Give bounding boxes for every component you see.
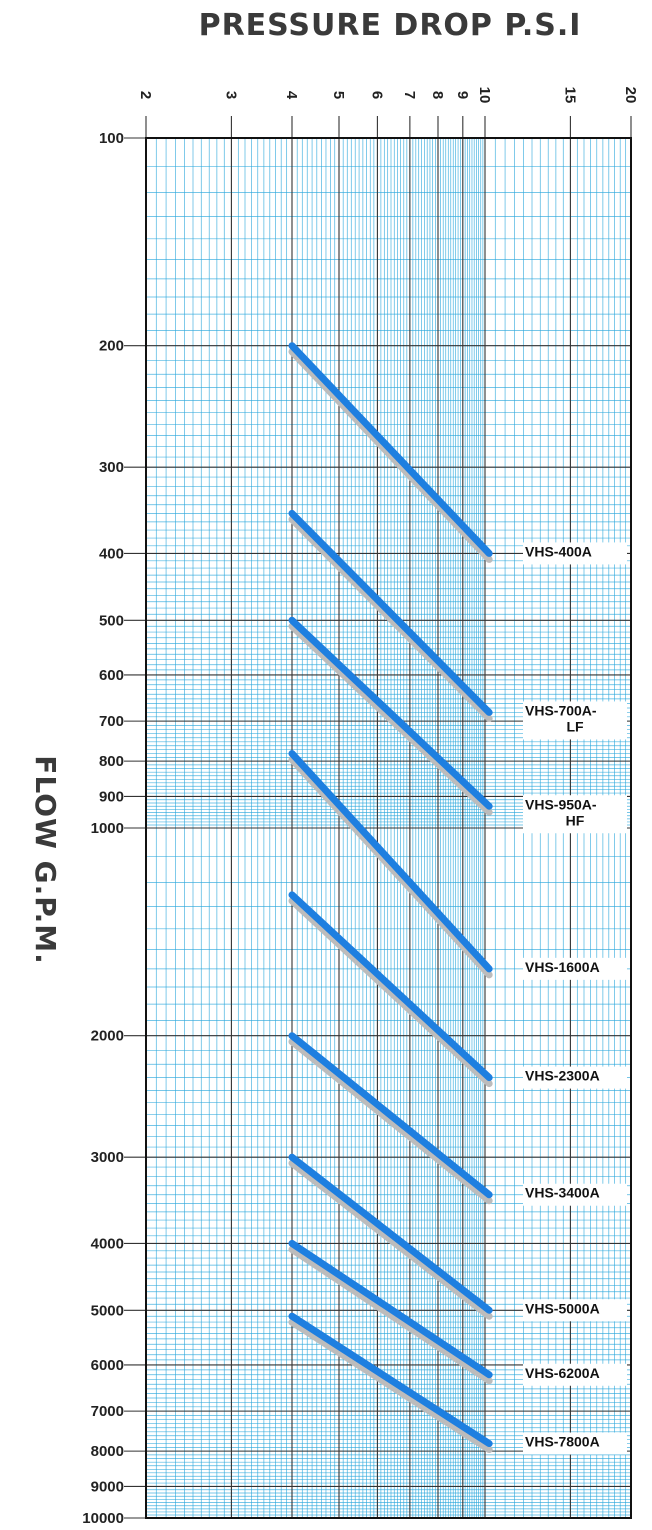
x-tick-labels: 2 3 4 5 6 7 8 9 10 15 20 — [137, 87, 639, 104]
series-label-bg — [523, 1432, 627, 1455]
chart-title: PRESSURE DROP P.S.I — [199, 8, 582, 43]
x-tick-label: 8 — [429, 91, 446, 99]
y-tick-label: 800 — [99, 753, 124, 770]
y-tick-label: 200 — [99, 338, 124, 355]
series-line — [288, 1032, 493, 1199]
series-label: VHS-5000A — [525, 1300, 600, 1316]
x-tick-label: 6 — [368, 91, 385, 99]
series-label: VHS-3400A — [525, 1185, 600, 1201]
series-label-bg — [523, 957, 627, 980]
y-tick-labels: 100 200 300 400 500 600 700 800 900 1000 2000 3000 4… — [82, 130, 124, 1527]
series-shadow — [288, 1318, 493, 1454]
x-tick-label: 20 — [622, 87, 639, 104]
series-label-bg — [523, 542, 627, 565]
series-label: VHS-700A- — [525, 702, 597, 718]
series-label: LF — [566, 718, 584, 734]
series-line — [288, 1153, 493, 1314]
x-tick-label: 15 — [561, 87, 578, 104]
y-tick-label: 500 — [99, 612, 124, 629]
series-label: VHS-2300A — [525, 1068, 600, 1084]
series-label: VHS-400A — [525, 543, 592, 559]
x-tick-label: 3 — [222, 91, 239, 99]
series-line — [288, 891, 493, 1082]
y-tick-label: 7000 — [91, 1403, 124, 1420]
series-line — [288, 750, 493, 973]
y-tick-label: 100 — [99, 130, 124, 147]
y-tick-label: 9000 — [91, 1478, 124, 1495]
y-tick-label: 300 — [99, 459, 124, 476]
series-shadow — [288, 515, 493, 722]
y-tick-label: 4000 — [91, 1235, 124, 1252]
series-label: VHS-1600A — [525, 959, 600, 975]
x-tick-label: 4 — [283, 91, 300, 100]
series-label: VHS-950A- — [525, 796, 597, 812]
series-shadow — [288, 622, 493, 816]
series-line — [288, 1312, 493, 1448]
plot-frame — [145, 137, 632, 1519]
y-tick-label: 400 — [99, 545, 124, 562]
y-tick-label: 2000 — [91, 1028, 124, 1045]
y-tick-label: 1000 — [91, 820, 124, 837]
y-tick-label: 6000 — [91, 1357, 124, 1374]
y-tick-label: 700 — [99, 713, 124, 730]
series-shadow — [288, 1245, 493, 1385]
series-label-bg — [523, 1066, 627, 1089]
series-shadow — [288, 756, 493, 979]
y-tick-label: 3000 — [91, 1149, 124, 1166]
x-tick-label: 7 — [401, 91, 418, 99]
series-label-bg — [523, 1183, 627, 1206]
x-tick-label: 5 — [330, 91, 347, 99]
series-shadow — [288, 348, 493, 563]
x-tick-label: 2 — [137, 91, 154, 99]
y-axis-label: FLOW G.P.M. — [29, 755, 62, 965]
series-label-bg — [523, 1363, 627, 1386]
y-tick-label: 5000 — [91, 1302, 124, 1319]
series-line — [288, 1239, 493, 1379]
x-tick-label: 9 — [454, 91, 471, 99]
series-shadow — [288, 1038, 493, 1205]
series-line — [288, 616, 493, 810]
y-tick-label: 8000 — [91, 1443, 124, 1460]
y-tick-label: 900 — [99, 788, 124, 805]
series-line — [288, 342, 493, 557]
series-line — [288, 509, 493, 716]
x-tick-label: 10 — [476, 87, 493, 104]
y-tick-label: 600 — [99, 667, 124, 684]
series-label: VHS-6200A — [525, 1365, 600, 1381]
y-tick-label: 10000 — [82, 1510, 124, 1527]
series-shadow — [288, 1159, 493, 1320]
series-label-bg — [523, 1299, 627, 1322]
series-layer — [288, 342, 493, 1454]
series-shadow — [288, 897, 493, 1088]
series-label-bg — [523, 795, 627, 834]
series-label-bg — [523, 701, 627, 740]
series-label: VHS-7800A — [525, 1434, 600, 1450]
series-labels: VHS-400A VHS-700A-LF VHS-950A-HF VHS-1600A V… — [523, 542, 627, 1455]
series-label: HF — [566, 812, 585, 828]
